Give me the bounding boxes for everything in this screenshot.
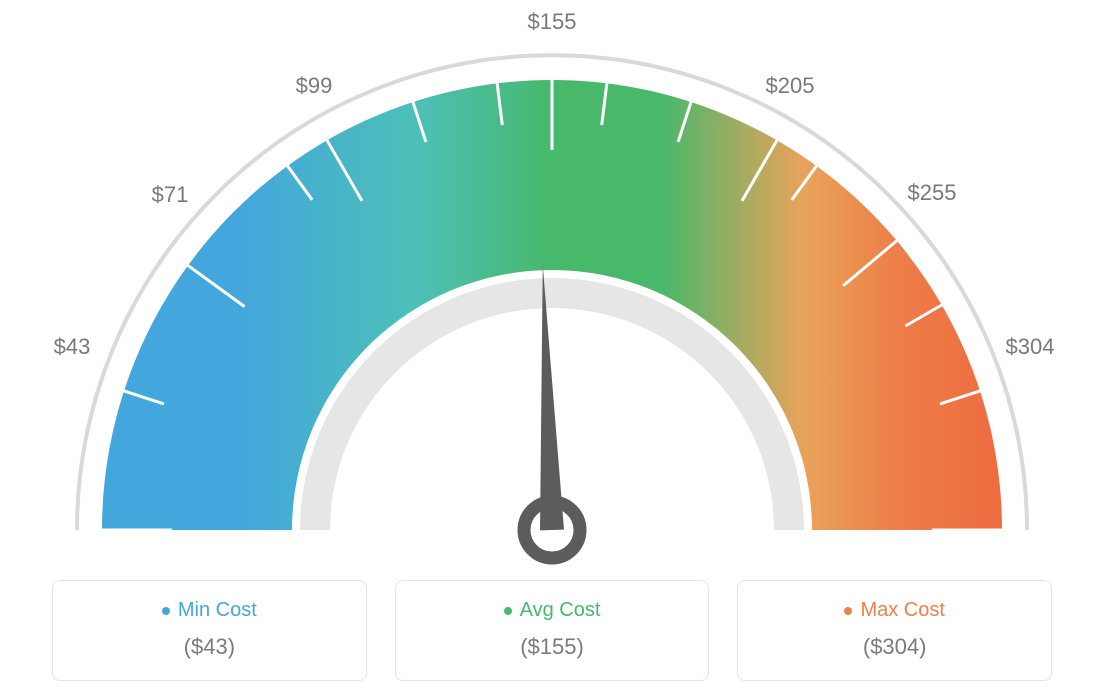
dot-icon	[504, 607, 512, 615]
legend-value-max: ($304)	[863, 634, 927, 660]
legend-card-min: Min Cost ($43)	[52, 580, 367, 681]
gauge-tick-label: $255	[908, 180, 957, 206]
legend-card-max: Max Cost ($304)	[737, 580, 1052, 681]
legend-card-avg: Avg Cost ($155)	[395, 580, 710, 681]
gauge-chart: $43 $71 $99 $155 $205 $255 $304	[52, 10, 1052, 570]
gauge-tick-label: $71	[152, 182, 189, 208]
gauge-tick-label: $99	[296, 73, 333, 99]
legend-title-row: Min Cost	[162, 599, 257, 622]
dot-icon	[162, 607, 170, 615]
legend-title-row: Avg Cost	[504, 599, 601, 622]
gauge-svg	[52, 10, 1052, 570]
legend-title-max: Max Cost	[860, 599, 944, 622]
gauge-tick-label: $155	[528, 9, 577, 35]
legend-title-avg: Avg Cost	[520, 599, 601, 622]
gauge-tick-label: $43	[54, 334, 91, 360]
legend-value-min: ($43)	[184, 634, 235, 660]
legend-value-avg: ($155)	[520, 634, 584, 660]
gauge-tick-label: $304	[1006, 334, 1055, 360]
legend-title-row: Max Cost	[844, 599, 944, 622]
legend-row: Min Cost ($43) Avg Cost ($155) Max Cost …	[52, 580, 1052, 681]
dot-icon	[844, 607, 852, 615]
gauge-tick-label: $205	[766, 73, 815, 99]
legend-title-min: Min Cost	[178, 599, 257, 622]
